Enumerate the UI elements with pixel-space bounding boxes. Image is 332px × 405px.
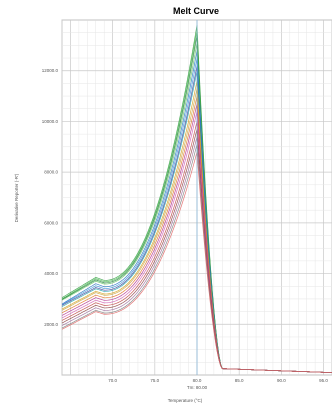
y-tick-label: 10000.0 (42, 119, 59, 124)
y-tick-labels: 12000.0 10000.0 8000.0 6000.0 4000.0 2000.0 (42, 68, 59, 327)
tm-marker-label: Tm: 80.00 (187, 385, 208, 390)
x-tick-label: 80.0 (193, 378, 202, 383)
x-tick-label: 85.0 (235, 378, 244, 383)
x-tick-label: 95.0 (319, 378, 328, 383)
x-axis-label: Temperature (°C) (168, 398, 203, 403)
x-tick-labels: 70.0 75.0 80.0 85.0 90.0 95.0 (108, 378, 328, 383)
y-tick-label: 6000.0 (44, 220, 58, 225)
x-tick-label: 90.0 (277, 378, 286, 383)
y-tick-label: 4000.0 (44, 271, 58, 276)
y-axis-label: Derivative Reporter (-R') (14, 173, 19, 222)
chart-title: Melt Curve (173, 6, 219, 16)
y-tick-label: 8000.0 (44, 170, 58, 175)
x-tick-label: 75.0 (150, 378, 159, 383)
x-tick-label: 70.0 (108, 378, 117, 383)
y-tick-label: 2000.0 (44, 322, 58, 327)
y-tick-label: 12000.0 (42, 68, 59, 73)
